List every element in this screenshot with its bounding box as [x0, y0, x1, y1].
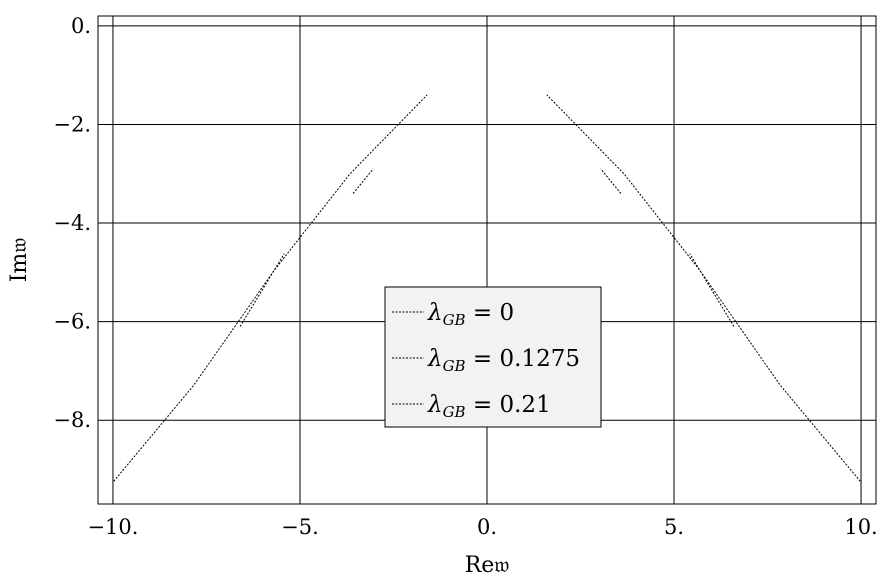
series-line	[546, 94, 861, 482]
y-tick-label: −8.	[53, 408, 91, 432]
series-line	[113, 94, 428, 482]
plot-frame	[97, 15, 877, 505]
y-tick-label: −6.	[53, 310, 91, 334]
legend: λGB = 0 λGB = 0.1275 λGB = 0.21	[384, 286, 602, 428]
legend-label: λGB = 0	[427, 300, 514, 329]
y-tick-label: −4.	[53, 211, 91, 235]
grid	[98, 16, 876, 504]
x-tick-label: 10.	[844, 515, 877, 539]
series-line	[352, 168, 374, 194]
series-layer	[113, 94, 861, 482]
x-tick-label: 0.	[477, 515, 497, 539]
y-tick-labels: 0. −2. −4. −6. −8.	[53, 14, 91, 432]
y-axis-label: Im𝔴	[7, 238, 32, 283]
x-tick-label: −10.	[87, 515, 138, 539]
x-tick-labels: −10. −5. 0. 5. 10.	[87, 515, 877, 539]
legend-label: λGB = 0.1275	[427, 346, 580, 375]
x-tick-label: 5.	[664, 515, 684, 539]
series-line	[239, 253, 285, 327]
legend-entries: λGB = 0 λGB = 0.1275 λGB = 0.21	[392, 300, 580, 421]
x-axis-label: Re𝔴	[465, 553, 510, 577]
series-line	[689, 253, 735, 327]
y-tick-label: 0.	[71, 14, 91, 38]
legend-label: λGB = 0.21	[427, 392, 551, 421]
y-tick-label: −2.	[53, 112, 91, 136]
x-tick-label: −5.	[281, 515, 319, 539]
series-line	[600, 168, 622, 194]
